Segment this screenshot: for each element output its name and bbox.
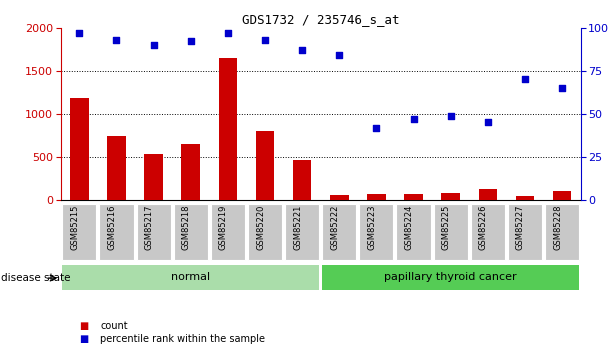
Bar	[367, 194, 385, 200]
Point	[520, 77, 530, 82]
Point	[186, 39, 196, 44]
Text: GSM85221: GSM85221	[293, 205, 302, 250]
Point	[149, 42, 159, 48]
Bar	[211, 204, 245, 260]
Point	[446, 113, 455, 118]
Bar	[248, 204, 282, 260]
Bar	[404, 194, 423, 200]
Text: GSM85225: GSM85225	[441, 205, 451, 250]
Bar	[516, 196, 534, 200]
Text: GSM85215: GSM85215	[71, 205, 80, 250]
Text: ■: ■	[79, 321, 88, 331]
Text: percentile rank within the sample: percentile rank within the sample	[100, 334, 265, 344]
Bar	[478, 189, 497, 200]
Text: papillary thyroid cancer: papillary thyroid cancer	[384, 272, 517, 282]
Bar	[181, 144, 200, 200]
Text: normal: normal	[171, 272, 210, 282]
Bar	[70, 98, 89, 200]
Bar	[285, 204, 319, 260]
Bar	[293, 160, 311, 200]
Bar	[256, 131, 274, 200]
Point	[75, 30, 85, 36]
Bar	[508, 204, 542, 260]
Bar	[471, 204, 505, 260]
Text: GSM85222: GSM85222	[330, 205, 339, 250]
Text: GSM85226: GSM85226	[479, 205, 488, 250]
Bar	[553, 190, 572, 200]
Text: GSM85228: GSM85228	[553, 205, 562, 250]
Text: GSM85227: GSM85227	[516, 205, 525, 250]
Text: GSM85219: GSM85219	[219, 205, 228, 250]
Bar	[107, 136, 126, 200]
Text: GSM85223: GSM85223	[367, 205, 376, 250]
Bar	[62, 265, 319, 290]
Point	[260, 37, 270, 42]
Bar	[137, 204, 171, 260]
Point	[557, 85, 567, 91]
Text: disease state: disease state	[1, 273, 71, 283]
Point	[223, 30, 233, 36]
Text: GSM85218: GSM85218	[182, 205, 191, 250]
Bar	[144, 154, 163, 200]
Title: GDS1732 / 235746_s_at: GDS1732 / 235746_s_at	[242, 13, 399, 27]
Point	[334, 52, 344, 58]
Text: GSM85220: GSM85220	[256, 205, 265, 250]
Point	[483, 120, 492, 125]
Bar	[441, 193, 460, 200]
Bar	[322, 204, 356, 260]
Bar	[219, 58, 237, 200]
Text: GSM85217: GSM85217	[145, 205, 154, 250]
Point	[297, 47, 307, 53]
Bar	[62, 204, 97, 260]
Bar	[330, 195, 348, 200]
Text: GSM85224: GSM85224	[404, 205, 413, 250]
Bar	[100, 204, 134, 260]
Point	[112, 37, 122, 42]
Point	[371, 125, 381, 130]
Bar	[396, 204, 430, 260]
Point	[409, 116, 418, 122]
Bar	[434, 204, 468, 260]
Text: GSM85216: GSM85216	[108, 205, 117, 250]
Bar	[359, 204, 393, 260]
Bar	[545, 204, 579, 260]
Bar	[322, 265, 579, 290]
Bar	[174, 204, 208, 260]
Text: ■: ■	[79, 334, 88, 344]
Text: count: count	[100, 321, 128, 331]
